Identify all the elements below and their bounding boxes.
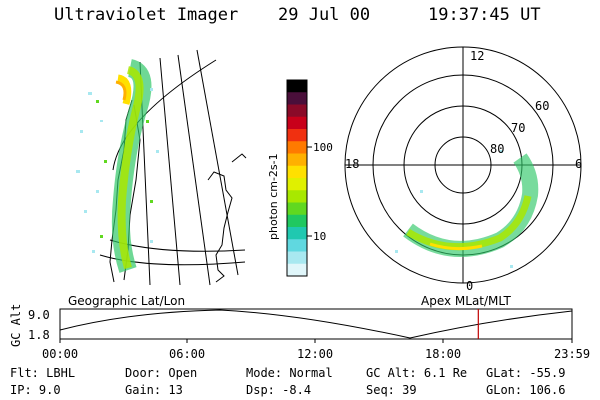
timeline: Geographic Lat/Lon Apex MLat/MLT GC Alt … — [9, 294, 590, 361]
colorbar-swatch — [287, 153, 307, 167]
geographic-image — [76, 49, 247, 286]
colorbar-swatch — [287, 251, 307, 265]
footer-seq: Seq: 39 — [366, 383, 417, 397]
time-label: 19:37:45 UT — [428, 5, 541, 25]
timeline-tick-1800: 18:00 — [425, 347, 461, 361]
footer-door: Door: Open — [125, 366, 198, 380]
colorbar-swatch — [287, 202, 307, 216]
timeline-frame — [59, 308, 573, 340]
colorbar-frame — [286, 79, 308, 277]
timeline-tick-2359: 23:59 — [554, 347, 590, 361]
polar-label-60: 60 — [535, 99, 549, 113]
footer-ip: IP: 9.0 — [10, 383, 61, 397]
polar-auroral-oval — [395, 150, 539, 268]
polar-label-6: 6 — [575, 157, 582, 171]
colorbar: 100 10 photon cm-2s-1 — [267, 79, 333, 277]
altitude-curve — [59, 309, 573, 339]
footer-glat: GLat: -55.9 — [486, 366, 566, 380]
polar-label-12: 12 — [470, 49, 484, 63]
colorbar-swatch — [287, 116, 307, 130]
footer-glon: GLon: 106.6 — [486, 383, 566, 397]
instrument-title: Ultraviolet Imager — [54, 5, 239, 25]
colorbar-swatches — [287, 80, 307, 277]
timeline-tick-0000: 00:00 — [42, 347, 78, 361]
colorbar-swatch — [287, 227, 307, 240]
colorbar-swatch — [287, 214, 307, 228]
polar-label-80: 80 — [490, 142, 504, 156]
colorbar-swatch — [287, 239, 307, 252]
footer-mode: Mode: Normal — [246, 366, 333, 380]
auroral-emission — [76, 59, 159, 273]
colorbar-swatch — [287, 104, 307, 118]
colorbar-swatch — [287, 92, 307, 105]
footer-gain: Gain: 13 — [125, 383, 183, 397]
timeline-ymax: 9.0 — [28, 308, 50, 322]
date-label: 29 Jul 00 — [278, 5, 371, 25]
colorbar-swatch — [287, 178, 307, 191]
timeline-tick-0600: 06:00 — [169, 347, 205, 361]
colorbar-tick-label-10: 10 — [313, 230, 326, 243]
footer-dsp: Dsp: -8.4 — [246, 383, 312, 397]
colorbar-tick-label-100: 100 — [313, 141, 333, 154]
polar-label-70: 70 — [511, 121, 525, 135]
colorbar-swatch — [287, 263, 307, 277]
polar-plot — [344, 46, 582, 284]
polar-label-0: 0 — [466, 279, 473, 293]
colorbar-swatch — [287, 190, 307, 203]
timeline-yaxis-label: GC Alt — [9, 304, 23, 347]
colorbar-swatch — [287, 80, 307, 93]
timeline-left-title: Geographic Lat/Lon — [68, 294, 185, 308]
colorbar-swatch — [287, 141, 307, 154]
timeline-ymin: 1.8 — [28, 328, 50, 342]
footer-gc-alt: GC Alt: 6.1 Re — [366, 366, 468, 380]
colorbar-swatch — [287, 165, 307, 179]
footer-flt: Flt: LBHL — [10, 366, 76, 380]
polar-label-18: 18 — [345, 157, 359, 171]
colorbar-label: photon cm-2s-1 — [267, 153, 280, 240]
timeline-right-title: Apex MLat/MLT — [421, 294, 511, 308]
timeline-tick-1200: 12:00 — [297, 347, 333, 361]
colorbar-swatch — [287, 129, 307, 142]
